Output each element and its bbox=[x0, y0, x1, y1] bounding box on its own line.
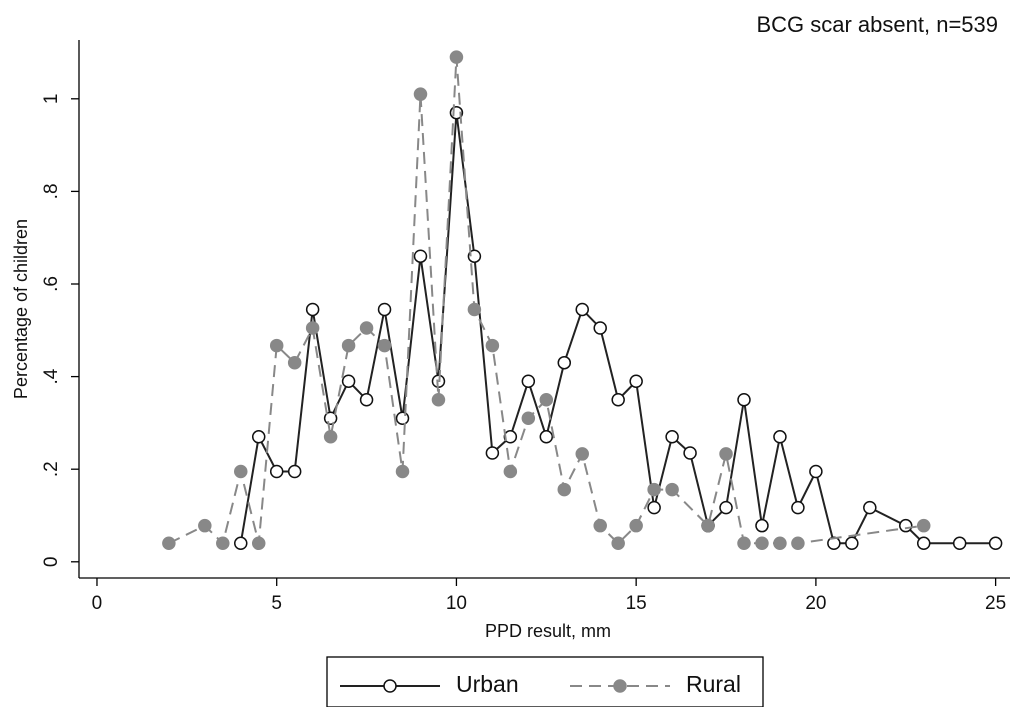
data-point bbox=[251, 430, 266, 444]
data-point bbox=[377, 302, 392, 317]
data-point bbox=[719, 447, 733, 461]
data-point bbox=[485, 338, 500, 353]
data-point bbox=[575, 302, 589, 317]
data-point bbox=[647, 482, 661, 497]
data-point bbox=[485, 446, 500, 460]
x-axis-label: PPD result, mm bbox=[485, 621, 611, 641]
data-point bbox=[611, 536, 625, 551]
data-point bbox=[467, 249, 482, 263]
data-point bbox=[521, 374, 536, 388]
data-point bbox=[413, 249, 428, 263]
data-point bbox=[216, 536, 230, 551]
data-point bbox=[539, 430, 554, 444]
chart-title: BCG scar absent, n=539 bbox=[756, 12, 998, 37]
data-point bbox=[234, 464, 248, 479]
legend-marker bbox=[383, 679, 397, 693]
x-tick-label: 20 bbox=[805, 593, 826, 614]
data-point bbox=[521, 411, 536, 426]
data-point bbox=[251, 536, 266, 551]
data-point bbox=[791, 536, 805, 551]
data-point bbox=[287, 355, 302, 370]
data-point bbox=[719, 500, 733, 515]
data-point bbox=[503, 430, 518, 444]
y-tick-label: .2 bbox=[41, 461, 62, 477]
data-point bbox=[305, 321, 320, 335]
data-point bbox=[593, 321, 607, 335]
data-point bbox=[916, 536, 931, 551]
series-line bbox=[239, 112, 996, 545]
data-point bbox=[737, 392, 751, 407]
data-point bbox=[305, 302, 320, 317]
legend-marker bbox=[613, 679, 627, 693]
data-point bbox=[377, 338, 392, 353]
data-point bbox=[269, 464, 284, 479]
data-point bbox=[863, 500, 877, 515]
x-tick-label: 15 bbox=[626, 593, 647, 614]
data-point bbox=[665, 430, 679, 444]
x-tick-label: 5 bbox=[271, 593, 282, 614]
data-point bbox=[899, 518, 913, 533]
data-point bbox=[557, 482, 572, 497]
data-point bbox=[593, 518, 607, 533]
y-tick-label: .6 bbox=[41, 276, 62, 292]
data-point bbox=[755, 518, 769, 533]
data-point bbox=[269, 338, 284, 353]
data-point bbox=[845, 536, 859, 551]
data-point bbox=[629, 374, 643, 388]
data-point bbox=[916, 518, 931, 533]
data-point bbox=[162, 536, 176, 551]
data-point bbox=[737, 536, 751, 551]
data-point bbox=[809, 464, 823, 479]
data-point bbox=[413, 87, 428, 101]
data-point bbox=[683, 446, 697, 460]
y-tick-label: .4 bbox=[41, 368, 62, 384]
data-point bbox=[359, 392, 374, 407]
y-tick-label: 0 bbox=[41, 557, 62, 568]
data-point bbox=[395, 411, 410, 426]
data-point bbox=[287, 464, 302, 479]
data-point bbox=[234, 536, 248, 551]
x-tick-label: 0 bbox=[92, 593, 103, 614]
data-point bbox=[449, 50, 464, 64]
y-tick-label: .8 bbox=[41, 183, 62, 199]
data-point bbox=[773, 536, 787, 551]
data-point bbox=[952, 536, 967, 551]
data-point bbox=[701, 518, 715, 533]
data-point bbox=[539, 392, 554, 407]
data-point bbox=[575, 447, 589, 461]
data-point bbox=[647, 500, 661, 515]
y-tick-label: 1 bbox=[41, 94, 62, 105]
data-point bbox=[773, 430, 787, 444]
x-tick-label: 10 bbox=[446, 593, 467, 614]
data-point bbox=[557, 355, 572, 370]
legend-box bbox=[326, 656, 764, 707]
data-point bbox=[503, 464, 518, 479]
data-point bbox=[629, 518, 643, 533]
x-tick-label: 25 bbox=[985, 593, 1006, 614]
legend-label: Rural bbox=[686, 671, 741, 697]
data-point bbox=[341, 338, 356, 353]
legend-label: Urban bbox=[456, 671, 519, 697]
data-point bbox=[359, 321, 374, 335]
data-point bbox=[665, 482, 679, 497]
data-point bbox=[755, 536, 769, 551]
data-point bbox=[791, 500, 805, 515]
data-point bbox=[467, 302, 482, 317]
data-point bbox=[323, 430, 338, 444]
data-point bbox=[395, 464, 410, 479]
data-point bbox=[611, 392, 625, 407]
data-point bbox=[431, 392, 446, 407]
y-axis-label: Percentage of children bbox=[11, 219, 31, 399]
data-point bbox=[198, 518, 212, 533]
data-point bbox=[988, 536, 1003, 551]
data-point bbox=[341, 374, 356, 388]
